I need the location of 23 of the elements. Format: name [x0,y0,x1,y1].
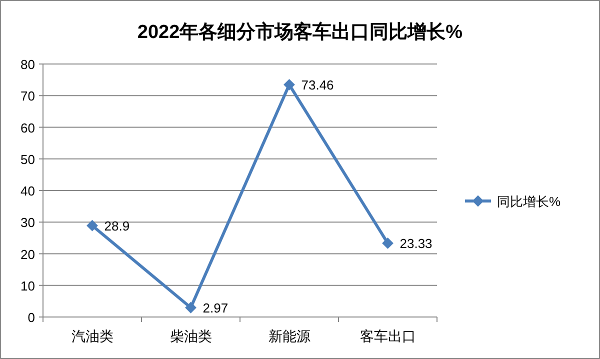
data-label: 23.33 [400,236,432,252]
x-tick-label: 新能源 [268,328,310,344]
x-tick-label: 柴油类 [170,328,212,344]
data-label: 2.97 [202,300,228,316]
y-tick-label: 80 [20,57,35,72]
y-tick-label: 10 [20,278,35,294]
legend-label: 同比增长% [497,194,561,209]
point [185,302,196,314]
chart-title: 2022年各细分市场客车出口同比增长% [137,21,463,43]
point [284,79,295,90]
data-label: 73.46 [301,78,334,93]
x-tick-label: 汽油类 [71,328,114,344]
y-tick-label: 60 [20,120,35,136]
y-tick-label: 20 [20,246,35,262]
x-tick-label: 客车出口 [360,328,416,344]
y-tick-label: 70 [20,88,35,104]
y-tick-label: 0 [28,310,35,325]
y-tick-label: 50 [20,152,35,167]
y-tick-label: 30 [20,215,35,230]
point [382,238,394,249]
data-label: 28.9 [104,218,130,234]
y-tick-label: 40 [20,184,35,198]
point [86,220,98,232]
